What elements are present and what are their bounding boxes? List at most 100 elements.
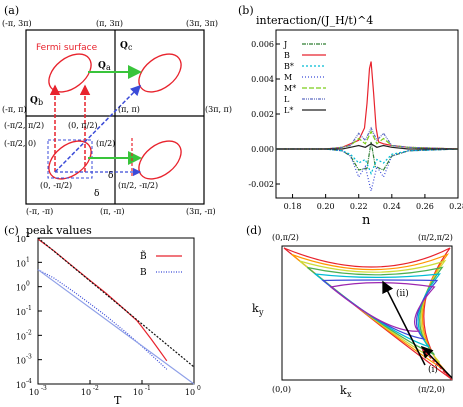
b-ytick-label: 0.000: [251, 145, 274, 154]
c-series-2: [37, 237, 195, 368]
b-xtick-label: 0.24: [383, 202, 401, 211]
panel-c-frame: [37, 237, 195, 385]
fermi-surface-br: [138, 140, 182, 180]
label-i: (i): [428, 364, 438, 375]
qa-label: Q: [98, 61, 106, 71]
d-label-tl: (0,π/2): [272, 233, 299, 242]
b-xtick-label: 0.18: [284, 202, 302, 211]
panel-d-contours: [283, 247, 451, 379]
fermi-surface-bl: [48, 140, 92, 180]
c-series-1: [37, 269, 168, 370]
arrow-i: [420, 345, 453, 379]
panel-b-title: interaction/(J_H/t)^4: [256, 14, 373, 27]
c-xtick-label: 10: [29, 388, 39, 397]
fermi-surface-tr: [138, 53, 182, 93]
c-ytick-label: 10: [16, 357, 26, 366]
b-xtick-label: 0.28: [449, 202, 463, 211]
b-series-b-star: [276, 148, 459, 176]
b-series-l-star: [276, 143, 458, 150]
label-p2: (-π/2, π/2): [4, 121, 44, 130]
label-p6: (π/2, -π/2): [118, 181, 158, 190]
label-tm: (π, 3π): [96, 19, 123, 28]
qa-sub: a: [106, 63, 111, 72]
panel-b-legend: JB B* M M* L L*: [283, 40, 326, 115]
c-series-3: [37, 269, 195, 385]
c-xtick-exp: 0: [197, 385, 201, 392]
b-legend-label: L*: [284, 106, 293, 115]
b-series-m: [276, 148, 459, 192]
d-label-bl: (0,0): [272, 385, 291, 394]
b-legend-label: M: [284, 73, 292, 82]
c-xtick-exp: -2: [93, 385, 99, 392]
qb-sub: b: [38, 98, 43, 107]
b-ytick-label: 0.004: [251, 75, 274, 84]
b-ytick-label: 0.002: [251, 110, 274, 119]
b-ytick-label: -0.002: [248, 180, 274, 189]
qc-label: Q: [120, 41, 128, 51]
b-xtick-label: 0.22: [350, 202, 368, 211]
c-xtick-label: 10: [133, 388, 143, 397]
qc-vector: [54, 84, 142, 173]
panel-c: (c) peak values 10 -3 10 -2 10 -1 10 010 210 110 0…: [4, 224, 201, 407]
c-ytick-exp: 1: [26, 256, 30, 263]
panel-a: (a) (-π, 3π) (π, 3π) (3π, 3π) (-π, π) (π…: [2, 4, 232, 216]
b-xtick-label: 0.20: [317, 202, 335, 211]
b-ytick-label: 0.006: [251, 40, 274, 49]
kx-label: k: [340, 384, 347, 397]
d-contour-6: [329, 282, 436, 332]
panel-d-frame: [281, 245, 453, 381]
c-legend-label: B: [140, 268, 147, 278]
qc-sub: c: [128, 43, 133, 52]
label-tr: (3π, 3π): [186, 19, 218, 28]
kx-sub: x: [347, 390, 352, 399]
b-legend-label: M*: [284, 84, 296, 93]
panel-b-axes: 0.18 0.20 0.22 0.24 0.26 0.28 -0.002 0.000 0.002…: [248, 40, 463, 211]
c-xtick-label: 10: [81, 388, 91, 397]
delta-label-2: δ: [108, 171, 113, 181]
c-ytick-label: 10: [16, 332, 26, 341]
c-ytick-exp: -3: [26, 354, 32, 361]
label-ml: (-π, π): [2, 105, 27, 114]
label-p1: (0, π/2): [68, 121, 97, 130]
b-series-b: [276, 61, 459, 150]
c-xtick-exp: -1: [145, 385, 151, 392]
label-p4: (-π/2, 0): [4, 139, 36, 148]
label-mr: (3π, π): [205, 105, 232, 114]
b-xtick-label: 0.26: [416, 202, 434, 211]
c-ytick-exp: -2: [26, 329, 32, 336]
panel-d: (d) (0,π/2) (π/2,π/2) (0,0) (π/2,0) k y …: [246, 224, 453, 399]
c-ytick-label: 10: [16, 259, 26, 268]
panel-b-xlabel: n: [362, 213, 371, 228]
c-xtick-exp: -3: [41, 385, 47, 392]
c-legend-label: B̃: [140, 250, 147, 262]
c-ytick-label: 10: [16, 308, 26, 317]
label-tl: (-π, 3π): [2, 19, 32, 28]
label-bl: (-π, -π): [26, 207, 53, 216]
label-p3: (π/2): [96, 139, 115, 148]
panel-b: (b) interaction/(J_H/t)^4 0.18 0.20 0.22 0.…: [238, 4, 463, 228]
c-ytick-exp: 2: [26, 232, 30, 239]
panel-c-letter: (c): [4, 224, 19, 237]
label-br: (3π, -π): [186, 207, 216, 216]
b-legend-label: J: [283, 40, 287, 49]
delta-label-1: δ: [94, 189, 99, 199]
ky-label: k: [252, 302, 259, 315]
panel-b-series: [276, 61, 459, 192]
c-ytick-exp: 0: [26, 281, 30, 288]
c-xtick-label: 10: [185, 388, 195, 397]
c-series-0: [37, 238, 168, 362]
ky-sub: y: [258, 308, 264, 317]
c-ytick-label: 10: [16, 235, 26, 244]
panel-c-legend: B̃ B: [140, 250, 182, 278]
panel-c-axes: 10 -3 10 -2 10 -1 10 010 210 110 010 -110 -210 -310 -4: [16, 232, 201, 397]
b-series-l: [276, 126, 459, 150]
panel-a-letter: (a): [4, 4, 19, 17]
c-ytick-exp: -4: [26, 378, 32, 385]
label-ii: (ii): [396, 288, 409, 299]
panel-d-letter: (d): [246, 224, 262, 237]
panel-c-xlabel: T: [114, 394, 122, 407]
fermi-label: Fermi surface: [36, 43, 98, 53]
arrow-ii: [382, 280, 426, 366]
d-label-tr: (π/2,π/2): [418, 233, 453, 242]
